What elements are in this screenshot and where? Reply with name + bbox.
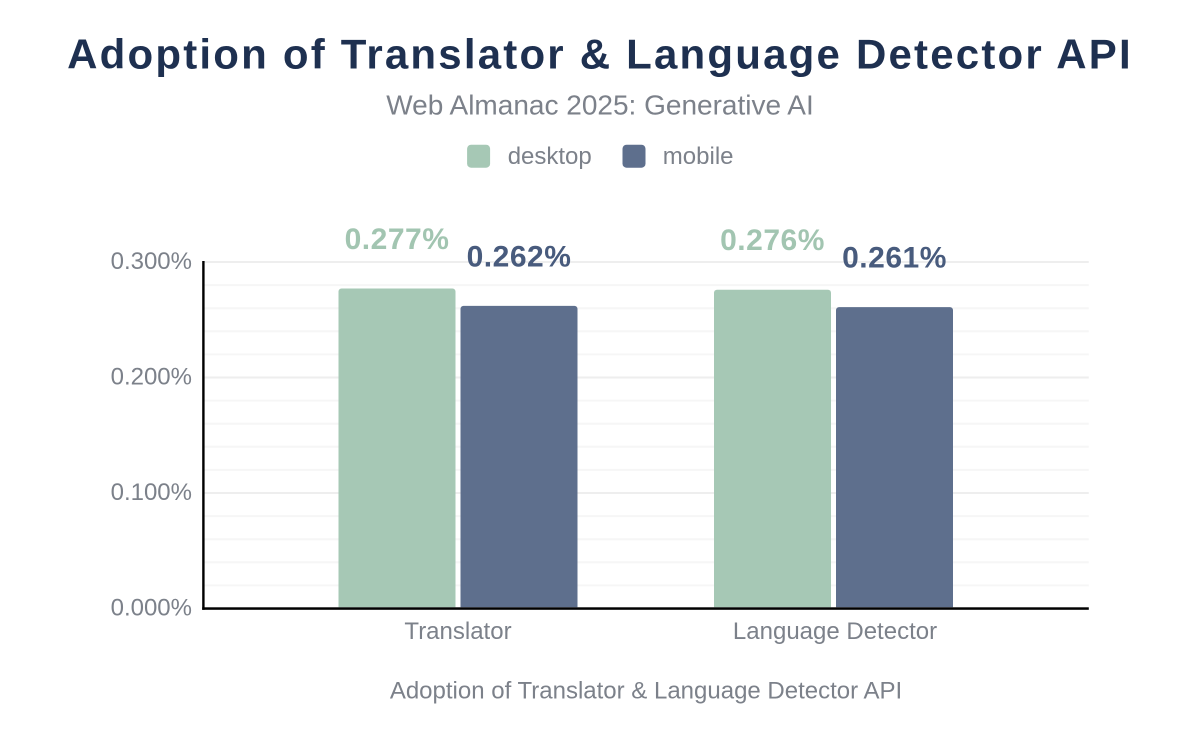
svg-text:Language Detector: Language Detector: [733, 618, 937, 645]
svg-text:Web Almanac 2025: Generative A: Web Almanac 2025: Generative AI: [386, 90, 814, 121]
svg-text:0.100%: 0.100%: [111, 479, 192, 506]
svg-text:0.262%: 0.262%: [467, 240, 572, 273]
svg-text:mobile: mobile: [663, 143, 734, 170]
svg-text:0.276%: 0.276%: [720, 224, 825, 257]
svg-text:Translator: Translator: [404, 618, 511, 645]
svg-text:0.200%: 0.200%: [111, 364, 192, 391]
svg-text:desktop: desktop: [508, 143, 592, 170]
svg-text:0.300%: 0.300%: [111, 248, 192, 275]
svg-text:0.261%: 0.261%: [842, 242, 947, 275]
svg-text:0.000%: 0.000%: [111, 595, 192, 622]
svg-text:Adoption of Translator & Langu: Adoption of Translator & Language Detect…: [390, 678, 902, 705]
svg-text:Adoption of Translator & Langu: Adoption of Translator & Language Detect…: [67, 31, 1133, 78]
svg-text:0.277%: 0.277%: [345, 223, 450, 256]
